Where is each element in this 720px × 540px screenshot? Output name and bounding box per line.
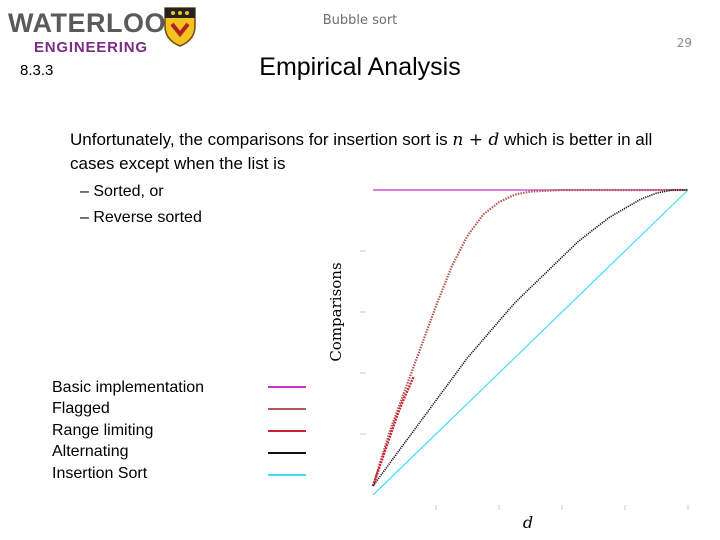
page-number: 29	[676, 36, 692, 50]
bullet-text-1: Unfortunately, the comparisons for inser…	[70, 130, 453, 149]
sub-bullet-reverse: – Reverse sorted	[80, 209, 202, 226]
series-line-range-limiting	[371, 375, 415, 487]
section-number: 8.3.3	[20, 62, 54, 79]
legend-label-insertion: Insertion Sort	[52, 465, 148, 482]
legend-swatch-insertion	[268, 474, 306, 476]
series-line-flagged	[371, 188, 688, 487]
series-line-alternating	[372, 189, 688, 487]
legend-swatch-alternating	[268, 452, 306, 454]
legend-swatch-basic	[268, 386, 306, 388]
logo-main-text: WATERLOO	[8, 8, 166, 38]
bullet-math: n + d	[452, 130, 500, 150]
crest-icon	[164, 7, 196, 47]
legend-swatch-range	[268, 430, 306, 432]
legend-label-flagged: Flagged	[52, 400, 110, 417]
sub-bullet-sorted: – Sorted, or	[80, 183, 164, 200]
logo-sub-text: ENGINEERING	[34, 39, 148, 56]
topic-title: Bubble sort	[322, 13, 398, 28]
bullet-text-2: which is better in all cases except when…	[70, 130, 653, 173]
waterloo-logo: WATERLOO ENGINEERING	[8, 6, 208, 58]
y-axis-label: Comparisons	[327, 262, 345, 361]
x-axis-label: d	[523, 513, 533, 532]
slide-title: Empirical Analysis	[259, 53, 461, 81]
main-bullet: Unfortunately, the comparisons for inser…	[70, 128, 670, 176]
legend-label-basic: Basic implementation	[52, 379, 205, 396]
legend-label-range: Range limiting	[52, 422, 154, 439]
series-line-insertion-sort	[372, 189, 689, 496]
legend-swatch-flagged	[268, 408, 306, 410]
legend-label-alternating: Alternating	[52, 443, 129, 460]
